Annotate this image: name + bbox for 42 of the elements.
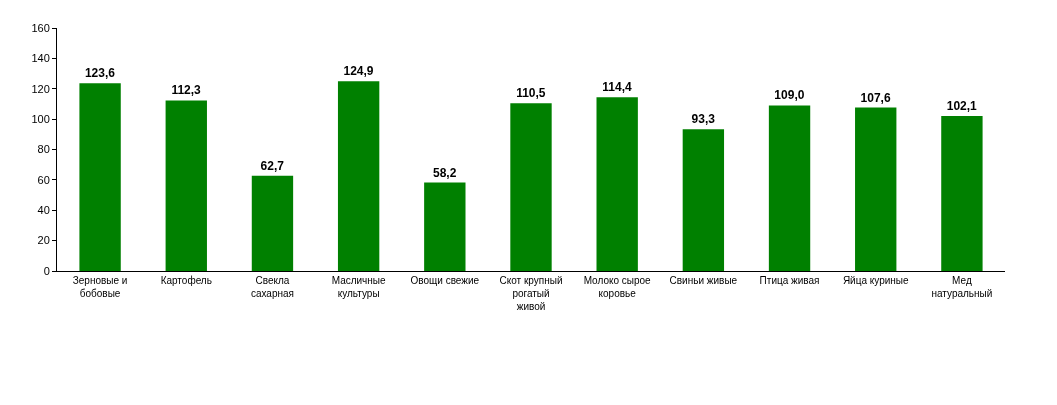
bar [337, 81, 380, 271]
x-tick-label: Свекла сахарная [250, 275, 294, 299]
data-label: 58,2 [432, 165, 457, 180]
data-label: 124,9 [343, 64, 374, 79]
bar [79, 83, 121, 271]
x-tick-label: Мед натуральный [931, 275, 993, 299]
y-tick-label: 120 [31, 82, 50, 95]
y-tick-label: 140 [31, 52, 50, 65]
bar [682, 129, 725, 271]
y-tick-label: 60 [37, 173, 50, 186]
y-tick-label: 40 [37, 204, 50, 217]
data-label: 112,3 [171, 83, 202, 98]
y-tick-label: 160 [31, 21, 50, 34]
data-label: 114,4 [602, 80, 633, 95]
bar [251, 175, 294, 271]
data-label: 102,1 [946, 98, 978, 113]
bar [768, 105, 811, 271]
data-label: 93,3 [691, 112, 716, 127]
x-tick-label: Масличные культуры [331, 275, 387, 299]
x-tick-label: Скот крупный рогатый живой [499, 275, 563, 312]
x-tick-label: Свиньи живые [669, 275, 738, 286]
x-tick-label: Картофель [160, 275, 212, 286]
data-label: 123,6 [84, 66, 116, 81]
x-tick-label: Овощи свежие [410, 275, 480, 286]
x-tick-label: Зерновые и бобовые [72, 275, 128, 299]
x-tick-label: Яйца куриные [842, 275, 909, 286]
bar [941, 115, 983, 271]
data-label: 109,0 [774, 88, 805, 103]
data-label: 62,7 [260, 158, 285, 173]
bar [596, 97, 638, 271]
bar [424, 182, 466, 271]
bar [855, 107, 897, 271]
x-tick-label: Птица живая [759, 275, 820, 286]
y-tick-label: 100 [31, 112, 50, 125]
bar [165, 100, 207, 271]
bar [510, 103, 552, 271]
x-tick-label: Молоко сырое коровье [583, 275, 652, 299]
y-tick-label: 20 [37, 234, 50, 247]
y-tick-label: 80 [37, 143, 50, 156]
y-tick-label: 0 [43, 264, 50, 277]
data-label: 110,5 [516, 86, 546, 101]
data-label: 107,6 [860, 90, 891, 105]
